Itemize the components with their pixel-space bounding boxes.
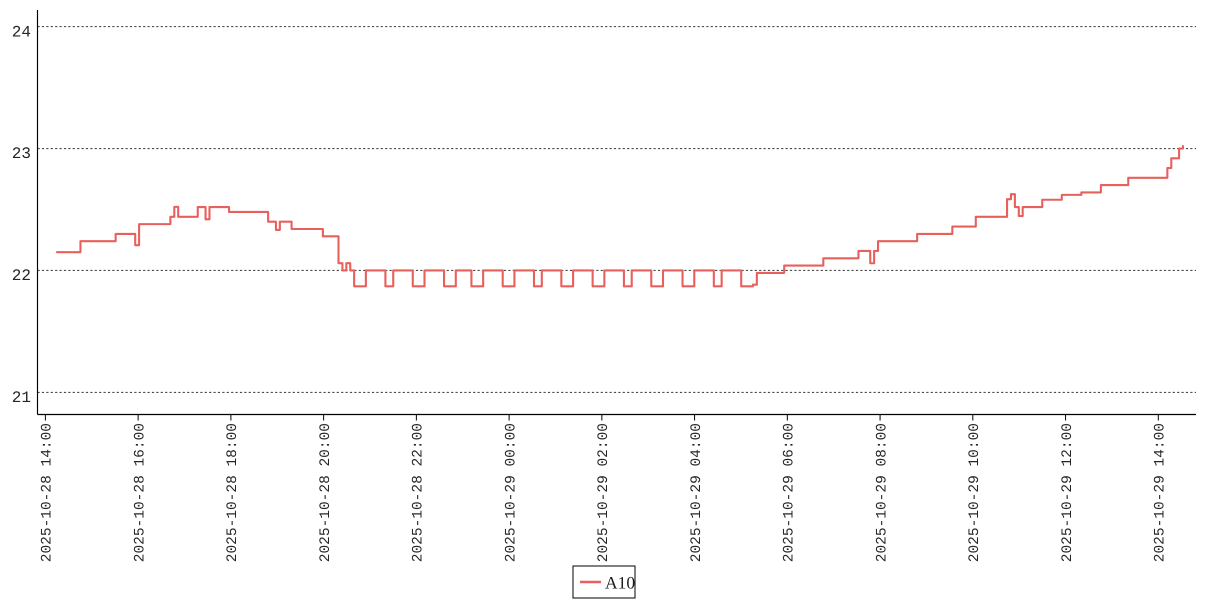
svg-text:23: 23 [12,145,31,163]
svg-text:22: 22 [12,267,31,285]
svg-text:24: 24 [12,23,31,41]
svg-text:2025-10-29 06:00: 2025-10-29 06:00 [782,423,798,562]
svg-text:2025-10-28 14:00: 2025-10-28 14:00 [40,423,56,562]
svg-text:2025-10-28 18:00: 2025-10-28 18:00 [225,423,241,562]
svg-text:2025-10-29 14:00: 2025-10-29 14:00 [1153,423,1169,562]
svg-text:2025-10-28 22:00: 2025-10-28 22:00 [411,423,427,562]
svg-text:21: 21 [12,389,31,407]
svg-text:A10: A10 [605,573,635,593]
svg-text:2025-10-29 04:00: 2025-10-29 04:00 [689,423,705,562]
svg-text:2025-10-28 16:00: 2025-10-28 16:00 [132,423,148,562]
svg-text:2025-10-29 00:00: 2025-10-29 00:00 [503,423,519,562]
svg-text:2025-10-29 02:00: 2025-10-29 02:00 [596,423,612,562]
svg-text:2025-10-29 12:00: 2025-10-29 12:00 [1060,423,1076,562]
svg-text:2025-10-29 08:00: 2025-10-29 08:00 [874,423,890,562]
svg-text:2025-10-28 20:00: 2025-10-28 20:00 [318,423,334,562]
svg-text:2025-10-29 10:00: 2025-10-29 10:00 [967,423,983,562]
